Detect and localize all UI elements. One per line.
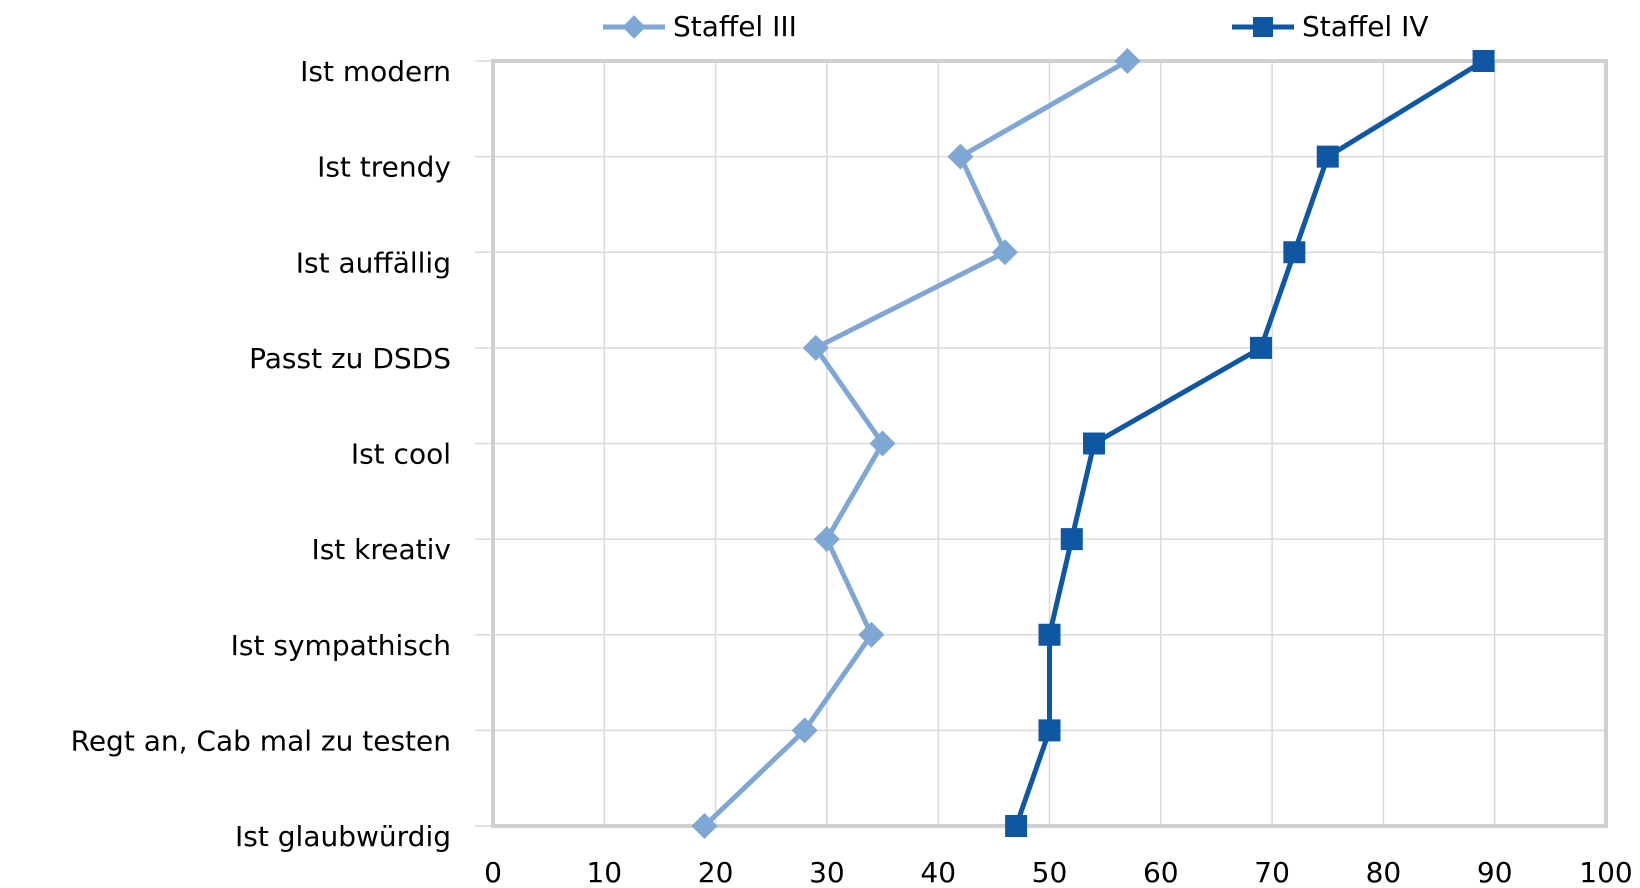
x-tick-label: 0 bbox=[484, 856, 502, 888]
x-tick-label: 60 bbox=[1143, 856, 1179, 888]
y-tick-label: Ist auffällig bbox=[296, 246, 451, 279]
y-tick-label: Ist glaubwürdig bbox=[235, 820, 451, 853]
marker bbox=[1114, 48, 1141, 74]
x-tick-label: 10 bbox=[586, 856, 622, 888]
marker bbox=[622, 15, 646, 39]
marker bbox=[991, 239, 1018, 266]
marker bbox=[813, 526, 840, 553]
x-tick-label: 30 bbox=[809, 856, 845, 888]
x-tick-label: 90 bbox=[1477, 856, 1513, 888]
x-tick-label: 70 bbox=[1254, 856, 1290, 888]
y-tick-label: Ist modern bbox=[300, 55, 451, 88]
marker bbox=[1038, 719, 1061, 742]
x-tick-label: 100 bbox=[1579, 856, 1632, 888]
marker bbox=[1283, 241, 1306, 264]
legend-label: Staffel III bbox=[673, 10, 797, 43]
y-tick-label: Ist trendy bbox=[317, 151, 451, 184]
marker bbox=[1060, 528, 1083, 551]
legend-label: Staffel IV bbox=[1302, 10, 1429, 43]
marker bbox=[947, 143, 974, 170]
marker bbox=[869, 430, 896, 457]
x-tick-label: 80 bbox=[1366, 856, 1402, 888]
marker bbox=[1005, 815, 1028, 837]
marker bbox=[791, 717, 818, 744]
marker bbox=[1316, 145, 1339, 168]
marker bbox=[1253, 17, 1273, 37]
marker bbox=[1249, 336, 1272, 359]
y-tick-label: Ist cool bbox=[351, 438, 451, 471]
marker bbox=[858, 621, 885, 648]
y-tick-label: Ist kreativ bbox=[311, 533, 451, 566]
marker bbox=[1472, 50, 1495, 72]
marker bbox=[1083, 432, 1106, 455]
x-tick-label: 40 bbox=[920, 856, 956, 888]
marker bbox=[802, 334, 829, 361]
x-tick-label: 20 bbox=[698, 856, 734, 888]
y-tick-label: Regt an, Cab mal zu testen bbox=[71, 724, 451, 757]
marker bbox=[1038, 623, 1061, 646]
marker bbox=[691, 813, 718, 839]
x-tick-label: 50 bbox=[1032, 856, 1068, 888]
plot-border bbox=[491, 59, 1608, 828]
y-tick-label: Ist sympathisch bbox=[231, 629, 451, 662]
y-tick-label: Passt zu DSDS bbox=[249, 342, 451, 375]
